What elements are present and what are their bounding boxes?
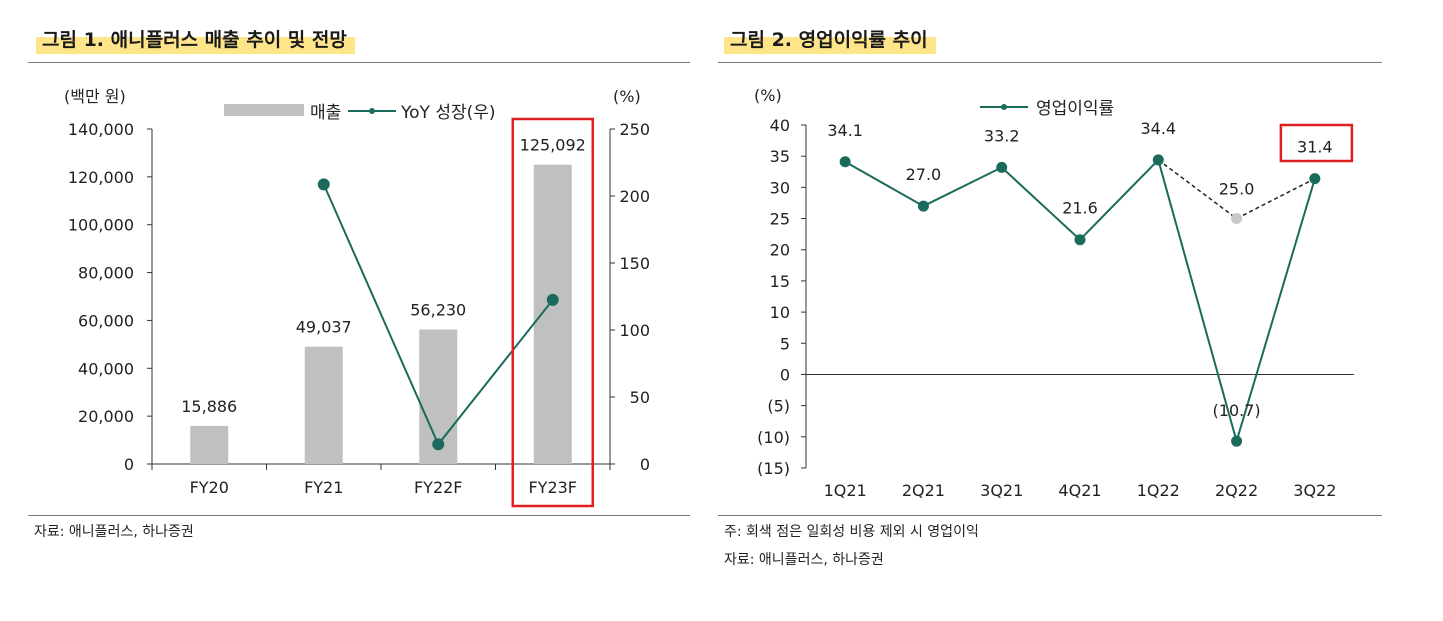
y-tick-label: 25 — [770, 210, 790, 229]
y-axis-unit: (%) — [754, 86, 782, 105]
left-tick-label: 40,000 — [78, 359, 134, 378]
y-tick-label: 5 — [780, 334, 790, 353]
figure-2-panel: 그림 2. 영업이익률 추이 40 35 30 25 20 15 10 5 0 (5) (10) (1… — [718, 0, 1382, 621]
operating-margin-point — [1231, 435, 1243, 447]
legend-line-marker — [1001, 104, 1007, 110]
operating-margin-point — [917, 200, 929, 212]
yoy-growth-point — [546, 293, 559, 306]
right-tick-label: 200 — [619, 187, 650, 206]
left-axis-unit: (백만 원) — [64, 87, 126, 106]
right-tick-label: 50 — [630, 388, 650, 407]
x-tick-label: 1Q22 — [1137, 481, 1180, 500]
right-axis-unit: (%) — [613, 87, 641, 106]
y-tick-label: 15 — [770, 272, 790, 291]
highlight-box — [511, 117, 594, 508]
operating-margin-point — [996, 161, 1008, 173]
x-tick-label: 3Q22 — [1293, 481, 1336, 500]
operating-margin-label: 31.4 — [1297, 138, 1333, 157]
x-tick-label: 3Q21 — [980, 481, 1023, 500]
revenue-bar-label: 49,037 — [296, 318, 352, 337]
figure-1-bottom-rule — [28, 515, 690, 516]
figure-1-source: 자료: 애니플러스, 하나증권 — [34, 524, 194, 540]
y-tick-label: 0 — [780, 365, 790, 384]
figure-1-title: 그림 1. 애니플러스 매출 추이 및 전망 — [36, 26, 355, 54]
y-tick-label: 30 — [770, 178, 790, 197]
figure-2-title: 그림 2. 영업이익률 추이 — [724, 26, 936, 54]
left-tick-label: 20,000 — [78, 407, 134, 426]
operating-margin-label: 34.1 — [827, 121, 863, 140]
figure-1-panel: 그림 1. 애니플러스 매출 추이 및 전망 0 20,000 40,000 60,0… — [28, 0, 690, 621]
x-tick-label: 2Q22 — [1215, 481, 1258, 500]
y-tick-label: 10 — [770, 303, 790, 322]
right-tick-label: 250 — [619, 120, 650, 139]
left-tick-label: 140,000 — [68, 120, 134, 139]
operating-margin-label: (10.7) — [1213, 401, 1261, 420]
legend-line-label: 영업이익률 — [1036, 99, 1114, 119]
y-tick-label: 35 — [770, 147, 790, 166]
x-tick-label: FY22F — [414, 478, 463, 497]
right-tick-label: 150 — [619, 254, 650, 273]
left-tick-label: 120,000 — [68, 168, 134, 187]
margin-excl-one-off-line — [1157, 159, 1316, 220]
figure-2-source: 자료: 애니플러스, 하나증권 — [724, 552, 884, 568]
right-tick-label: 100 — [619, 321, 650, 340]
y-tick-label: 20 — [770, 241, 790, 260]
revenue-bar — [533, 164, 572, 464]
grey-point-excl-one-off — [1231, 213, 1243, 225]
figure-2-note: 주: 회색 점은 일회성 비용 제외 시 영업이익 — [724, 524, 979, 540]
y-tick-label: (10) — [757, 428, 790, 447]
x-tick-label: FY21 — [304, 478, 343, 497]
highlight-box — [1279, 123, 1354, 163]
revenue-bar-label: 15,886 — [181, 397, 237, 416]
left-tick-label: 0 — [124, 455, 134, 474]
legend-bar-swatch — [224, 104, 304, 116]
x-tick-label: 1Q21 — [824, 481, 867, 500]
legend-line-marker — [369, 108, 375, 114]
right-tick-label: 0 — [640, 455, 650, 474]
x-tick-label: 4Q21 — [1058, 481, 1101, 500]
left-tick-label: 80,000 — [78, 264, 134, 283]
y-tick-label: (5) — [767, 397, 790, 416]
operating-margin-label: 33.2 — [984, 126, 1020, 145]
operating-margin-label: 34.4 — [1140, 119, 1176, 138]
operating-margin-point — [1152, 154, 1164, 166]
y-tick-label: (15) — [757, 459, 790, 478]
yoy-growth-point — [317, 178, 330, 191]
revenue-bar-label: 56,230 — [410, 300, 466, 319]
legend-line-label: YoY 성장(우) — [400, 103, 496, 123]
operating-margin-point — [1074, 234, 1086, 246]
legend-bar-label: 매출 — [310, 103, 341, 123]
left-tick-label: 60,000 — [78, 311, 134, 330]
operating-margin-point — [839, 156, 851, 168]
y-tick-label: 40 — [770, 116, 790, 135]
operating-margin-label: 21.6 — [1062, 199, 1098, 218]
x-tick-label: FY20 — [190, 478, 229, 497]
revenue-chart: 0 20,000 40,000 60,000 80,000 100,000 120,000 1… — [64, 87, 650, 508]
figure-2-bottom-rule — [718, 515, 1382, 516]
x-tick-label: FY23F — [528, 478, 577, 497]
revenue-bar — [304, 346, 343, 464]
x-tick-label: 2Q21 — [902, 481, 945, 500]
figure-2-top-rule — [718, 62, 1382, 63]
revenue-bar — [190, 425, 229, 464]
yoy-growth-point — [432, 438, 445, 451]
operating-margin-chart: 40 35 30 25 20 15 10 5 0 (5) (10) (15) (%) 1Q21 2Q21 3Q… — [754, 86, 1354, 500]
operating-margin-point — [1309, 173, 1321, 185]
figure-1-top-rule — [28, 62, 690, 63]
revenue-bar-label: 125,092 — [520, 136, 586, 155]
left-tick-label: 100,000 — [68, 216, 134, 235]
grey-point-label: 25.0 — [1219, 180, 1255, 199]
operating-margin-label: 27.0 — [906, 165, 942, 184]
